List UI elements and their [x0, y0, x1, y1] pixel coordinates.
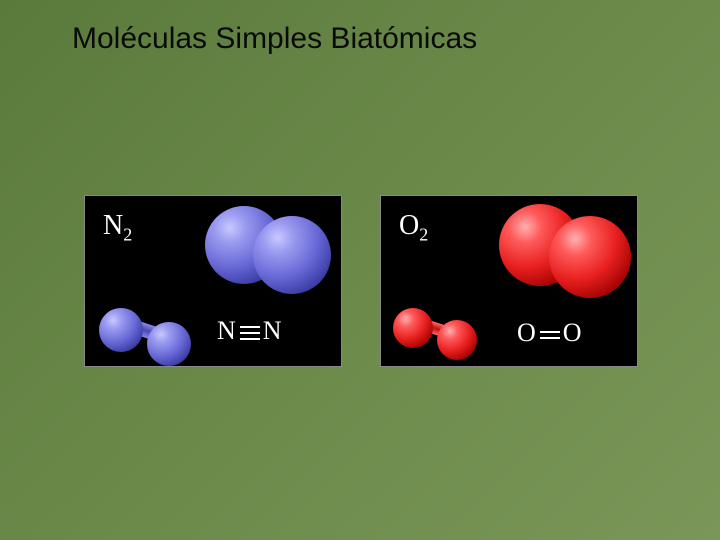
- oxygen-element-symbol: O: [399, 210, 419, 241]
- nitrogen-bond-formula: NN: [217, 316, 283, 346]
- nitrogen-ballstick-atom-2: [147, 322, 191, 366]
- oxygen-spacefill-atom-2: [549, 216, 631, 298]
- oxygen-bond-formula: OO: [517, 318, 583, 348]
- nitrogen-element-symbol: N: [103, 210, 123, 241]
- nitrogen-ballstick-atom-1: [99, 308, 143, 352]
- nitrogen-subscript: 2: [123, 225, 132, 245]
- oxygen-bond-right: O: [563, 318, 583, 347]
- nitrogen-spacefill-atom-2: [253, 216, 331, 294]
- nitrogen-panel: N2 NN: [84, 195, 342, 367]
- oxygen-subscript: 2: [419, 225, 428, 245]
- nitrogen-bond-right: N: [263, 316, 283, 345]
- triple-bond-icon: [240, 324, 260, 342]
- slide-title: Moléculas Simples Biatómicas: [72, 22, 477, 56]
- oxygen-ballstick-atom-2: [437, 320, 477, 360]
- nitrogen-formula: N2: [103, 210, 132, 246]
- oxygen-bond-left: O: [517, 318, 537, 347]
- oxygen-panel: O2 OO: [380, 195, 638, 367]
- oxygen-formula: O2: [399, 210, 428, 246]
- oxygen-ballstick-atom-1: [393, 308, 433, 348]
- double-bond-icon: [540, 328, 560, 342]
- nitrogen-bond-left: N: [217, 316, 237, 345]
